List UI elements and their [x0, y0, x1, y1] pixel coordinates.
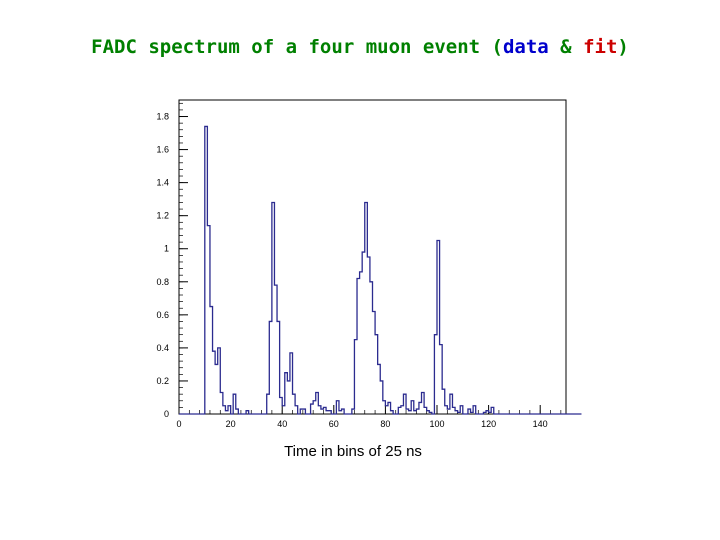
chart-title: FADC spectrum of a four muon event (data…	[0, 36, 720, 58]
y-tick-label: 1.4	[156, 178, 169, 188]
x-axis-label: Time in bins of 25 ns	[284, 443, 422, 460]
x-tick-label: 0	[176, 419, 181, 429]
x-tick-label: 40	[277, 419, 287, 429]
y-tick-label: 1.6	[156, 145, 169, 155]
y-tick-label: 0.2	[156, 376, 169, 386]
y-tick-label: 0.8	[156, 277, 169, 287]
title-prefix: FADC spectrum of a four muon event (	[91, 36, 503, 58]
title-amp: &	[548, 36, 584, 58]
plot-frame	[178, 99, 567, 415]
x-tick-label: 100	[429, 419, 444, 429]
title-fit-word: fit	[583, 36, 618, 58]
y-tick-label: 0.4	[156, 343, 169, 353]
title-data-word: data	[502, 36, 549, 58]
x-tick-label: 140	[533, 419, 548, 429]
y-tick-label: 1.8	[156, 112, 169, 122]
x-tick-label: 120	[481, 419, 496, 429]
histogram-series	[179, 125, 582, 415]
y-tick-label: 0	[164, 409, 169, 419]
y-tick-label: 1.2	[156, 211, 169, 221]
y-axis: 0 0.2 0.4 0.6 0.8 1 1.2 1.4 1.6 1.8	[156, 102, 188, 419]
y-tick-label: 1	[164, 244, 169, 254]
plot-border	[178, 99, 567, 415]
title-suffix: )	[617, 36, 629, 58]
x-tick-label: 20	[226, 419, 236, 429]
x-tick-label: 60	[329, 419, 339, 429]
x-axis: 0 20 40 60 80 100 120 140	[176, 405, 562, 429]
x-tick-label: 80	[380, 419, 390, 429]
y-tick-label: 0.6	[156, 310, 169, 320]
